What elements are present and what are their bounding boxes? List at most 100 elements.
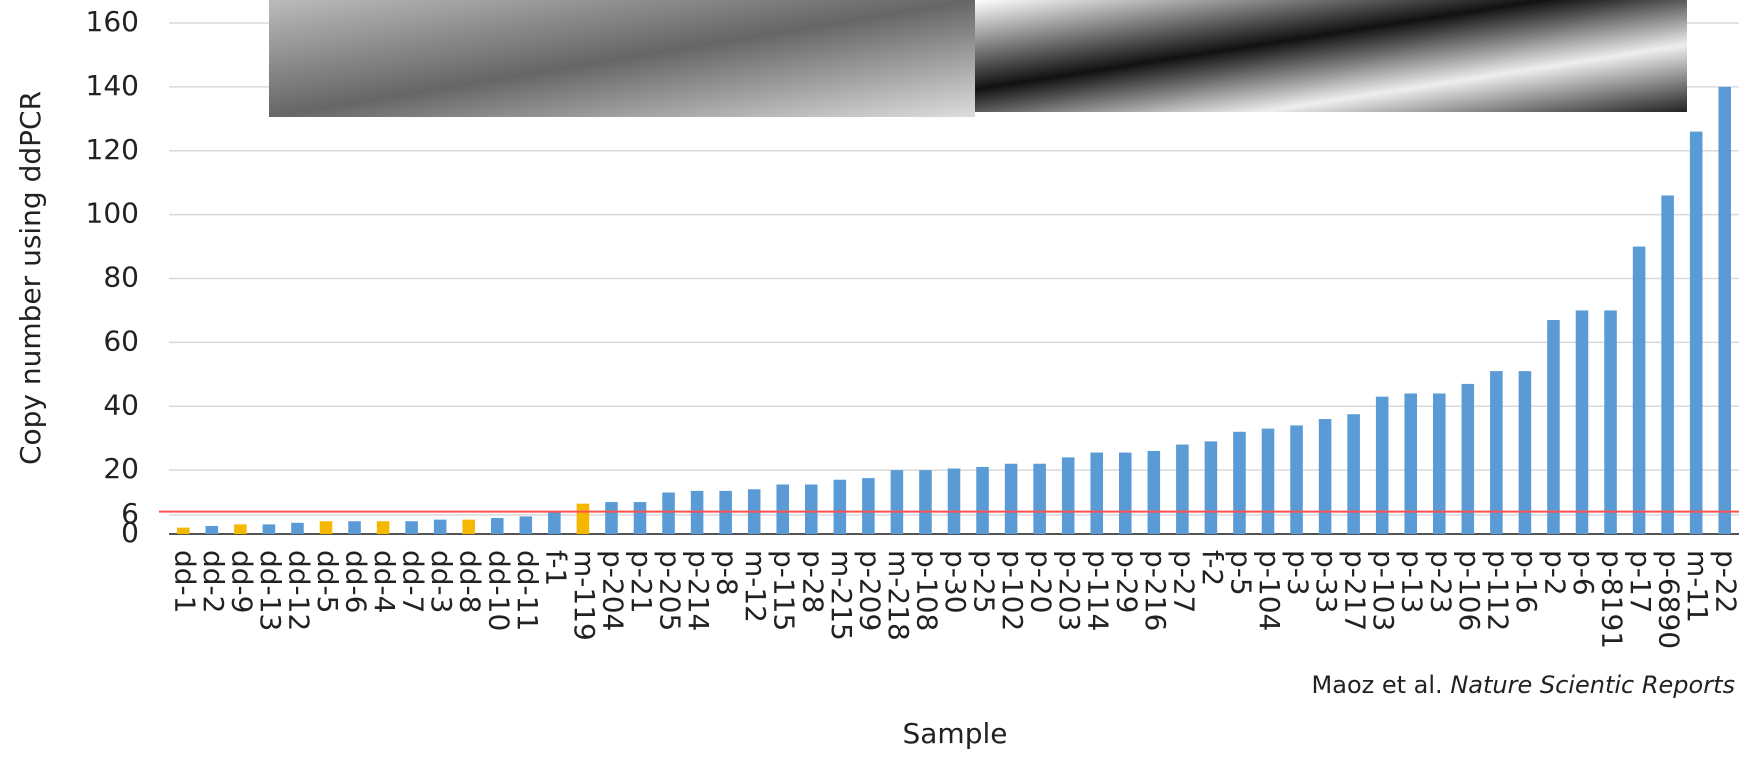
- x-tick-label: p-114: [1082, 550, 1115, 631]
- bar: [1090, 452, 1104, 534]
- citation: Maoz et al. Nature Scientic Reports: [1312, 671, 1735, 699]
- x-tick-label: dd-12: [282, 550, 315, 631]
- x-tick-label: dd-8: [454, 550, 487, 613]
- photos: [269, 0, 1687, 117]
- x-tick-label: f-1: [539, 550, 572, 586]
- x-tick-label: p-5: [1224, 550, 1257, 596]
- photo-binary: [975, 0, 1687, 112]
- bar: [291, 522, 304, 534]
- x-tick-label: dd-9: [225, 550, 258, 613]
- bar: [1004, 463, 1018, 534]
- bar: [1547, 320, 1560, 534]
- x-tick-label: p-216: [1139, 550, 1172, 631]
- bar: [319, 521, 333, 534]
- x-axis-title: Sample: [903, 717, 1008, 750]
- x-tick-label: p-108: [910, 550, 943, 631]
- x-tick-label: p-209: [853, 550, 886, 631]
- bar: [1118, 452, 1132, 534]
- bar: [234, 524, 247, 534]
- bar: [1518, 371, 1532, 534]
- bar: [1061, 457, 1075, 534]
- x-tick-label: dd-4: [368, 550, 401, 613]
- bar: [576, 503, 590, 534]
- x-tick-label: p-205: [654, 550, 687, 631]
- bar: [1204, 441, 1218, 534]
- bar: [548, 511, 561, 534]
- x-tick-label: p-16: [1510, 550, 1543, 614]
- bar: [862, 478, 875, 534]
- x-tick-label: p-6: [1567, 550, 1600, 596]
- x-tick-label: dd-6: [340, 550, 373, 613]
- x-tick-label: p-203: [1053, 550, 1086, 631]
- x-tick-label: m-119: [568, 550, 601, 641]
- bar: [405, 521, 418, 534]
- citation-journal: Nature Scientic Reports: [1450, 671, 1735, 699]
- bar: [605, 502, 618, 534]
- y-tick-label: 0: [121, 516, 139, 549]
- x-tick-label: p-217: [1339, 550, 1372, 631]
- y-tick-label: 20: [103, 452, 139, 485]
- bar: [1347, 414, 1360, 534]
- x-tick-label: dd-3: [425, 550, 458, 613]
- x-tick-label: p-115: [768, 550, 801, 631]
- bar: [1261, 428, 1275, 534]
- x-tick-label: m-11: [1681, 550, 1714, 623]
- y-tick-label: 100: [86, 197, 139, 230]
- bar: [262, 524, 276, 534]
- x-tick-label: p-29: [1110, 550, 1143, 614]
- x-tick-label: p-214: [682, 550, 715, 631]
- x-tick-label: p-21: [625, 550, 658, 614]
- x-tick-label: dd-2: [197, 550, 230, 613]
- bar: [1718, 86, 1732, 534]
- bar: [804, 484, 818, 534]
- x-tick-label: p-33: [1310, 550, 1343, 614]
- y-tick-label: 60: [103, 324, 139, 357]
- y-axis-title: Copy number using ddPCR: [14, 91, 47, 465]
- x-tick-label: p-2: [1538, 550, 1571, 596]
- x-tick-label: p-20: [1025, 550, 1058, 614]
- bar: [1689, 131, 1703, 534]
- x-tick-label: p-13: [1396, 550, 1429, 614]
- x-tick-label: m-12: [739, 550, 772, 623]
- bar: [890, 470, 904, 534]
- bar: [1375, 396, 1389, 534]
- x-tick-label: p-112: [1481, 550, 1514, 631]
- bar: [205, 526, 219, 534]
- bar: [433, 519, 447, 534]
- x-tick-label: p-102: [996, 550, 1029, 631]
- x-tick-label: dd-7: [397, 550, 430, 613]
- x-tick-label: dd-1: [168, 550, 201, 613]
- x-tick-label: dd-13: [254, 550, 287, 631]
- x-tick-label: dd-10: [482, 550, 515, 631]
- bar: [633, 502, 647, 534]
- bar: [176, 527, 190, 534]
- bar: [776, 484, 790, 534]
- y-tick-label: 140: [86, 69, 139, 102]
- x-tick-label: p-23: [1424, 550, 1457, 614]
- bar: [919, 470, 932, 534]
- bar: [1432, 393, 1446, 534]
- x-tick-label: p-204: [596, 550, 629, 631]
- x-tick-label: p-22: [1710, 550, 1740, 614]
- x-tick-label: p-30: [939, 550, 972, 614]
- x-tick-label: m-218: [882, 550, 915, 641]
- y-tick-label: 40: [103, 388, 139, 421]
- x-tick-label: dd-11: [511, 550, 544, 631]
- y-tick-label: 6: [121, 497, 139, 530]
- x-tick-label: p-8191: [1596, 550, 1629, 649]
- bar: [1575, 310, 1589, 534]
- x-tick-label: p-28: [796, 550, 829, 614]
- bar: [462, 519, 476, 534]
- x-tick-label: p-106: [1453, 550, 1486, 631]
- y-tick-label: 120: [86, 133, 139, 166]
- bar: [490, 518, 504, 534]
- bar: [1490, 371, 1503, 534]
- citation-authors: Maoz et al.: [1312, 671, 1443, 699]
- bar: [1176, 444, 1189, 534]
- y-tick-label: 80: [103, 261, 139, 294]
- x-tick-label: p-25: [968, 550, 1001, 614]
- x-tick-label: dd-5: [311, 550, 344, 613]
- bar: [833, 479, 847, 534]
- bar: [1604, 310, 1617, 534]
